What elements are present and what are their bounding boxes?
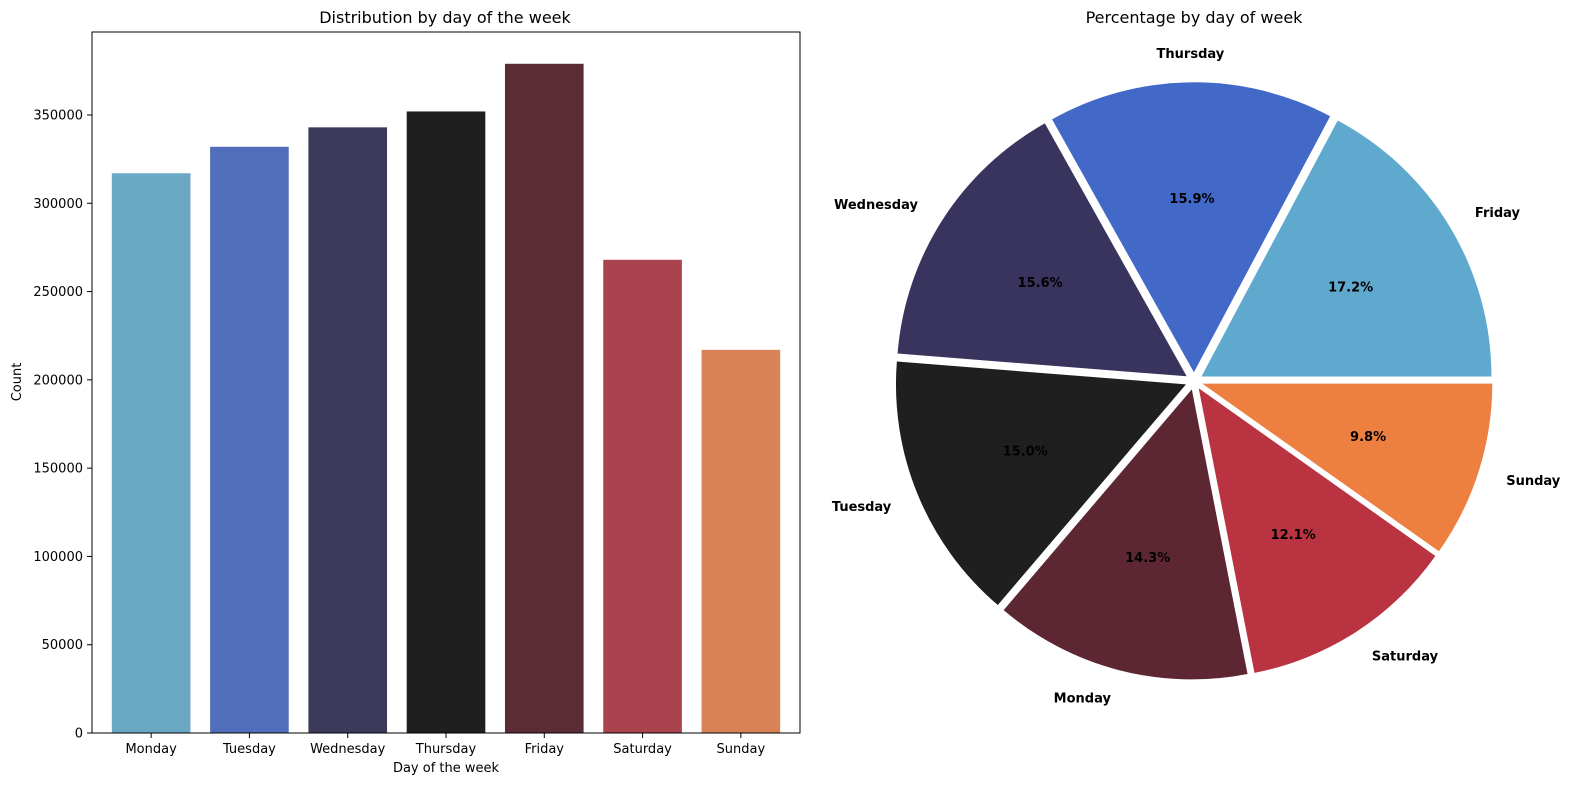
y-tick-label: 250000 <box>33 285 83 300</box>
pie-category-label: Wednesday <box>834 198 918 213</box>
pie-slice-friday <box>1201 120 1492 377</box>
x-axis-label: Day of the week <box>393 761 500 776</box>
pie-percent-label: 17.2% <box>1328 280 1373 295</box>
x-tick-label: Sunday <box>717 742 766 757</box>
y-tick-label: 0 <box>75 727 83 742</box>
pie-chart-title: Percentage by day of week <box>1086 8 1304 27</box>
y-axis-label: Count <box>10 363 25 402</box>
y-tick-label: 100000 <box>33 550 83 565</box>
pie-series <box>895 82 1493 680</box>
bar-monday <box>111 173 191 733</box>
bar-series <box>111 63 781 734</box>
pie-slice-thursday <box>1052 82 1331 373</box>
pie-category-label: Tuesday <box>832 500 892 515</box>
y-tick-label: 50000 <box>42 638 83 653</box>
pie-slice-sunday <box>1202 383 1493 552</box>
pie-percent-label: 14.3% <box>1125 551 1170 566</box>
bar-saturday <box>603 259 682 733</box>
y-tick-label: 350000 <box>33 108 83 123</box>
pie-category-label: Saturday <box>1372 650 1439 665</box>
pie-category-label: Thursday <box>1157 47 1225 62</box>
pie-slice-saturday <box>1198 388 1436 673</box>
x-tick-label: Tuesday <box>222 742 276 757</box>
x-tick-label: Wednesday <box>310 742 386 757</box>
pie-percent-label: 15.6% <box>1018 276 1063 291</box>
pie-slice-monday <box>1003 389 1248 680</box>
bar-wednesday <box>308 127 388 734</box>
x-tick-label: Monday <box>125 742 177 757</box>
pie-category-label: Friday <box>1475 206 1521 221</box>
pie-labels: 17.2% Friday 15.9% Thursday 15.6% Wednesday 15… <box>832 47 1561 707</box>
bar-tuesday <box>210 146 289 733</box>
bar-chart: Distribution by day of the week 0 50000 10… <box>10 8 801 776</box>
x-tick-label: Thursday <box>415 742 477 757</box>
y-axis-ticks: 0 50000 100000 150000 200000 250000 300000 3500… <box>33 108 92 742</box>
y-tick-label: 150000 <box>33 462 83 477</box>
y-tick-label: 300000 <box>33 197 83 212</box>
x-tick-label: Saturday <box>613 742 672 757</box>
pie-percent-label: 15.9% <box>1169 192 1214 207</box>
pie-category-label: Sunday <box>1506 474 1561 489</box>
y-tick-label: 200000 <box>33 373 83 388</box>
pie-percent-label: 15.0% <box>1003 444 1048 459</box>
pie-category-label: Monday <box>1054 691 1112 706</box>
pie-chart: Percentage by day of week 17.2% Friday 15.… <box>832 8 1561 706</box>
pie-percent-label: 12.1% <box>1271 528 1316 543</box>
bar-chart-title: Distribution by day of the week <box>319 8 571 27</box>
bar-friday <box>504 63 584 733</box>
bar-sunday <box>701 349 781 733</box>
pie-slice-wednesday <box>897 123 1187 377</box>
x-axis-ticks: Monday Tuesday Wednesday Thursday Friday Satu… <box>125 733 765 757</box>
pie-slice-tuesday <box>895 361 1186 606</box>
pie-percent-label: 9.8% <box>1350 430 1386 445</box>
x-tick-label: Friday <box>525 742 565 757</box>
bar-thursday <box>406 111 486 733</box>
